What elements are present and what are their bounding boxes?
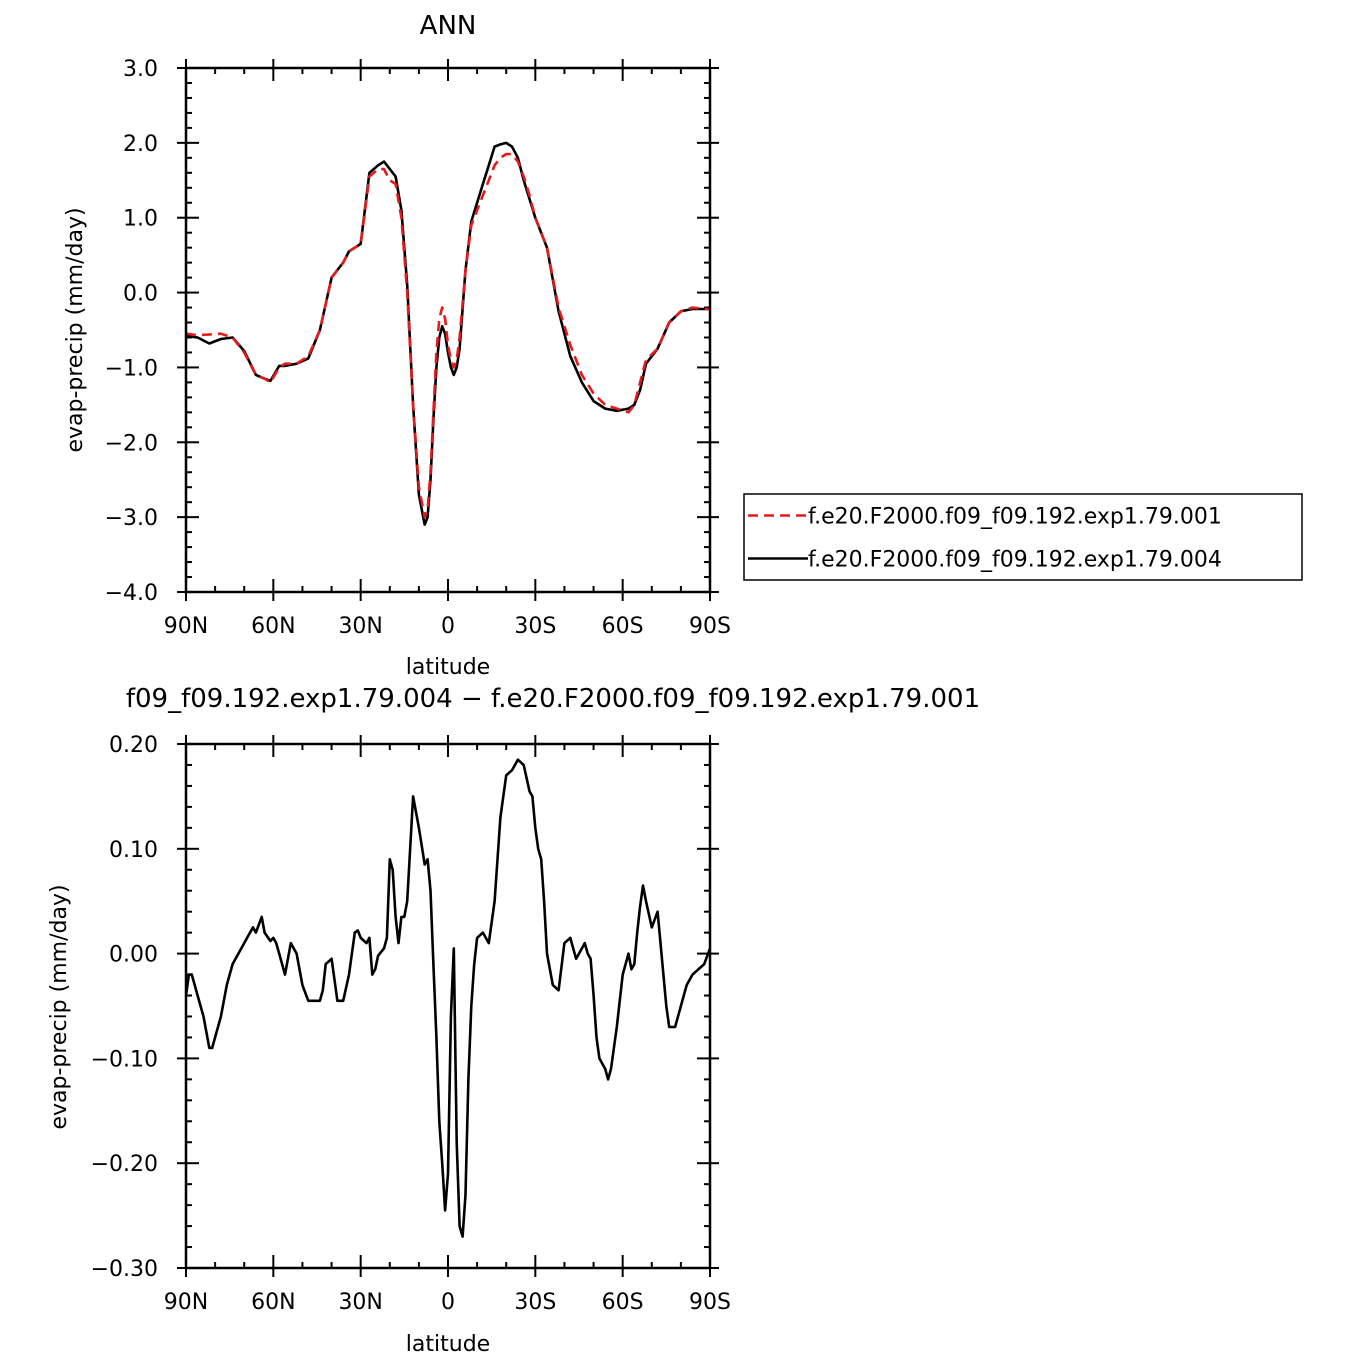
panel-title: f09_f09.192.exp1.79.004 − f.e20.F2000.f0… [126, 684, 980, 714]
y-tick-label: −3.0 [105, 506, 158, 531]
plot-frame [184, 66, 712, 594]
x-tick-label: 30N [338, 614, 382, 639]
x-axis-label: latitude [406, 1332, 490, 1357]
legend-label-1: f.e20.F2000.f09_f09.192.exp1.79.004 [808, 548, 1222, 573]
x-tick-label: 60S [602, 614, 644, 639]
x-tick-label: 90N [164, 614, 208, 639]
y-tick-label: 0.00 [109, 943, 158, 968]
y-tick-label: −1.0 [105, 356, 158, 381]
y-tick-label: −2.0 [105, 431, 158, 456]
x-tick-label: 30S [514, 1290, 556, 1315]
x-tick-label: 30N [338, 1290, 382, 1315]
x-tick-label: 0 [441, 1290, 455, 1315]
y-tick-label: 1.0 [123, 207, 158, 232]
evap-precip-difference-panel: f09_f09.192.exp1.79.004 − f.e20.F2000.f0… [47, 684, 980, 1357]
x-tick-label: 60N [251, 1290, 295, 1315]
x-tick-label: 90S [689, 614, 731, 639]
x-tick-label: 90S [689, 1290, 731, 1315]
x-axis-label: latitude [406, 655, 490, 680]
x-tick-label: 60N [251, 614, 295, 639]
series-line-0 [186, 758, 710, 1238]
y-axis-label: evap-precip (mm/day) [47, 884, 72, 1129]
legend: f.e20.F2000.f09_f09.192.exp1.79.001 f.e20… [743, 493, 1303, 581]
y-tick-label: −0.20 [91, 1152, 158, 1177]
series-line-0 [186, 152, 710, 519]
y-tick-label: −0.30 [91, 1257, 158, 1282]
y-tick-label: 0.0 [123, 282, 158, 307]
y-tick-label: 0.20 [109, 733, 158, 758]
y-axis-label: evap-precip (mm/day) [63, 207, 88, 452]
x-tick-label: 60S [602, 1290, 644, 1315]
x-tick-label: 90N [164, 1290, 208, 1315]
evap-precip-annual-panel: ANN latitude evap-precip (mm/day) 90N 60N… [63, 11, 1303, 680]
legend-box [743, 493, 1303, 581]
y-tick-label: 0.10 [109, 838, 158, 863]
panel-title: ANN [420, 11, 477, 41]
y-tick-label: −4.0 [105, 581, 158, 606]
y-tick-label: −0.10 [91, 1047, 158, 1072]
plot-frame [184, 742, 712, 1270]
y-tick-label: 3.0 [123, 57, 158, 82]
x-tick-label: 30S [514, 614, 556, 639]
x-tick-label: 0 [441, 614, 455, 639]
legend-label-0: f.e20.F2000.f09_f09.192.exp1.79.001 [808, 505, 1222, 530]
y-tick-label: 2.0 [123, 132, 158, 157]
